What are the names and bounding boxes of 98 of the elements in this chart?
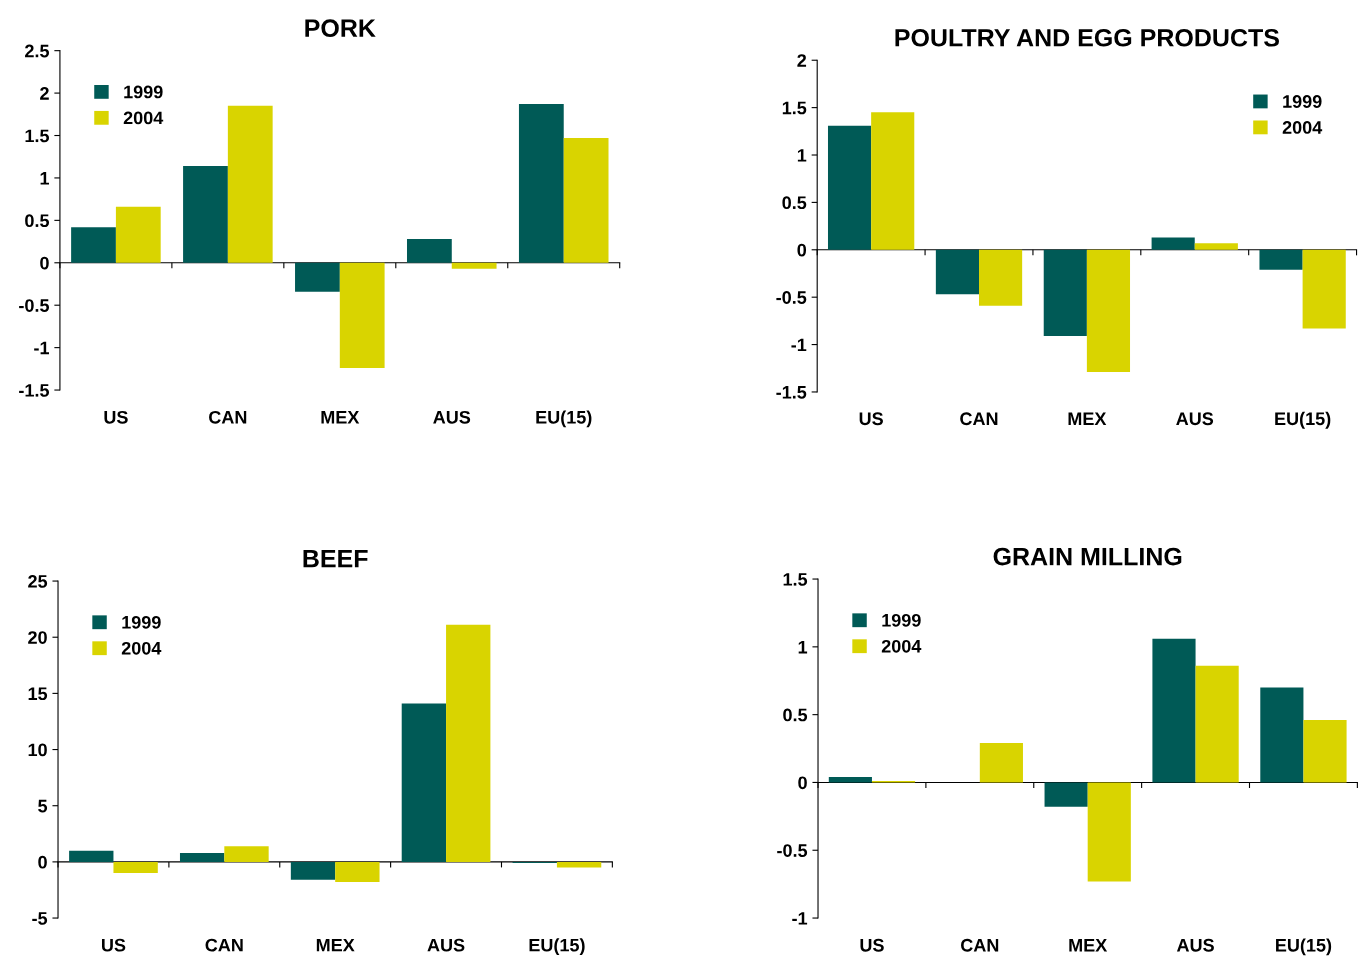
y-tick-label: 2: [797, 54, 807, 67]
bar: [183, 166, 228, 263]
chart-title: PORK: [305, 19, 376, 38]
legend-label: 1999: [124, 85, 163, 99]
y-tick-label: 0.5: [783, 708, 808, 722]
bar: [224, 846, 269, 862]
bar: [113, 861, 158, 874]
bar: [871, 112, 915, 250]
x-tick-label: EU(15): [1276, 938, 1332, 956]
chart-title: BEEF: [303, 549, 368, 568]
x-tick-label: AUS: [433, 410, 471, 424]
y-tick-label: 0.5: [782, 196, 807, 210]
bar: [227, 105, 273, 263]
y-tick-label: -5: [32, 912, 48, 925]
x-tick-label: EU(15): [529, 938, 585, 956]
x-tick-label: CAN: [209, 410, 247, 424]
bar: [335, 861, 380, 883]
y-tick-label: 1: [40, 172, 50, 185]
y-tick-label: 15: [28, 687, 48, 701]
y-tick-label: 25: [28, 574, 48, 588]
x-tick-label: MEX: [1069, 939, 1108, 952]
x-tick-label: MEX: [316, 938, 355, 952]
y-tick-label: 0: [38, 855, 47, 869]
bar: [1043, 249, 1087, 337]
bar: [1151, 237, 1195, 250]
y-tick-label: 0: [798, 776, 807, 790]
bar: [1259, 249, 1303, 270]
bar: [295, 262, 340, 292]
y-tick-label: 2.5: [25, 44, 50, 58]
legend-label: 2004: [123, 111, 164, 125]
bar: [179, 852, 225, 862]
x-tick-label: CAN: [960, 412, 998, 426]
bar: [828, 777, 872, 783]
legend-label: 2004: [121, 641, 162, 655]
bar: [69, 850, 114, 862]
bar: [935, 249, 980, 295]
bar: [451, 262, 497, 269]
legend-label: 2004: [881, 639, 922, 653]
y-tick-label: -1: [791, 338, 807, 352]
y-tick-label: -1: [792, 912, 808, 925]
x-tick-label: US: [859, 412, 883, 426]
chart-title: GRAIN MILLING: [993, 547, 1182, 566]
y-tick-label: -0.5: [19, 299, 50, 312]
bar: [979, 249, 1023, 306]
x-tick-label: AUS: [1176, 938, 1214, 952]
bar: [401, 703, 447, 862]
y-tick-label: 1.5: [782, 101, 807, 115]
y-tick-label: -1: [34, 341, 50, 355]
y-tick-label: 20: [28, 631, 47, 644]
x-tick-label: MEX: [321, 411, 360, 424]
y-tick-label: 0: [797, 243, 807, 257]
bar: [1087, 782, 1131, 882]
bar: [1044, 782, 1088, 807]
bar: [563, 138, 609, 263]
y-tick-label: -1.5: [776, 386, 807, 399]
y-tick-label: -1.5: [19, 384, 50, 397]
x-tick-label: EU(15): [1275, 411, 1331, 429]
bar: [290, 861, 336, 880]
legend-label: 1999: [1283, 95, 1322, 108]
bar: [1303, 720, 1347, 783]
y-tick-label: 1: [797, 149, 807, 162]
y-tick-label: -0.5: [776, 291, 807, 304]
bar: [406, 239, 452, 263]
x-tick-label: EU(15): [536, 410, 592, 428]
x-tick-label: AUS: [1176, 412, 1214, 426]
x-tick-label: AUS: [427, 938, 465, 952]
x-tick-label: MEX: [1068, 412, 1107, 425]
bar: [339, 262, 385, 368]
bar: [1086, 249, 1131, 373]
y-tick-label: 5: [38, 799, 48, 813]
y-tick-label: 1.5: [25, 129, 50, 143]
bar: [827, 125, 872, 250]
bar: [1152, 638, 1196, 783]
legend-label: 2004: [1282, 121, 1323, 134]
chart-title: POULTRY AND EGG PRODUCTS: [895, 28, 1279, 47]
bar: [979, 743, 1023, 783]
legend-label: 1999: [882, 613, 921, 627]
bar: [518, 104, 564, 263]
y-tick-label: 0.5: [25, 214, 50, 228]
x-tick-label: US: [102, 938, 126, 952]
y-tick-label: 10: [28, 743, 47, 757]
bar: [1260, 687, 1304, 783]
legend-label: 1999: [122, 615, 161, 629]
y-tick-label: 1: [798, 640, 808, 654]
y-tick-label: 1.5: [783, 573, 808, 586]
y-tick-label: 2: [40, 87, 49, 100]
y-tick-label: -0.5: [777, 844, 808, 857]
bar: [1195, 665, 1239, 783]
x-tick-label: CAN: [961, 938, 999, 952]
x-tick-label: US: [104, 410, 128, 424]
bar: [1302, 249, 1346, 329]
bar: [71, 227, 116, 263]
x-tick-label: CAN: [205, 938, 243, 952]
bar: [1194, 243, 1238, 250]
bar: [115, 206, 161, 263]
bar: [446, 624, 491, 862]
y-tick-label: 0: [40, 256, 49, 270]
x-tick-label: US: [860, 938, 884, 952]
